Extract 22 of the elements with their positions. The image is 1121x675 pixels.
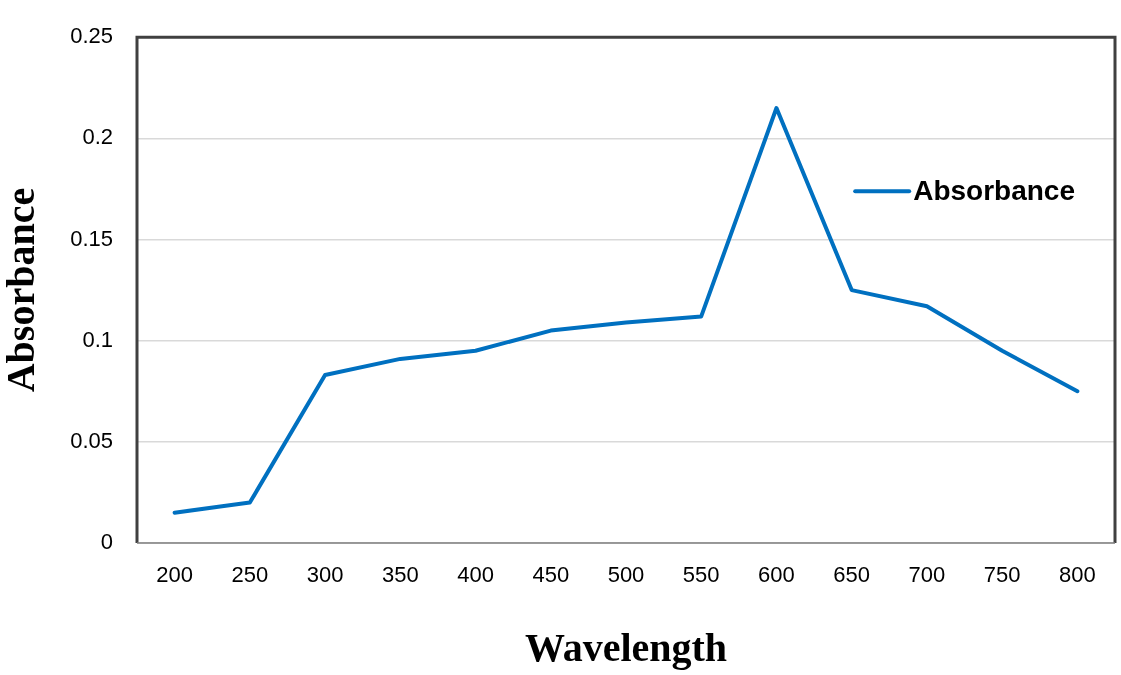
y-tick-label: 0.05: [70, 427, 113, 453]
x-tick-label: 400: [457, 562, 494, 588]
x-tick-label: 650: [833, 562, 871, 588]
legend-label: Absorbance: [913, 174, 1076, 206]
x-tick-label: 750: [983, 562, 1021, 588]
x-tick-label: 700: [908, 562, 946, 588]
y-tick-label: 0.1: [82, 326, 113, 352]
y-tick-label: 0.2: [82, 124, 113, 150]
x-tick-label: 550: [682, 562, 720, 588]
x-tick-label: 250: [231, 562, 269, 588]
y-tick-label: 0: [100, 529, 113, 555]
x-tick-label: 800: [1059, 562, 1096, 588]
x-tick-label: 350: [381, 562, 419, 588]
x-tick-label: 200: [156, 562, 193, 588]
y-tick-label: 0.25: [70, 23, 113, 49]
y-tick-label: 0.15: [70, 225, 113, 251]
x-tick-label: 500: [607, 562, 645, 588]
x-tick-label: 450: [532, 562, 570, 588]
x-tick-label: 300: [306, 562, 344, 588]
y-axis-title: Absorbance: [0, 187, 44, 393]
x-axis-title: Wavelength: [524, 625, 728, 671]
x-tick-label: 600: [758, 562, 795, 588]
